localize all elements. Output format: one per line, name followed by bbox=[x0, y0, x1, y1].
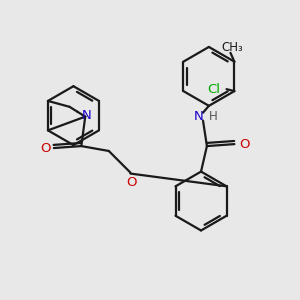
Text: Cl: Cl bbox=[208, 82, 220, 96]
Text: H: H bbox=[208, 110, 217, 123]
Text: N: N bbox=[194, 110, 204, 123]
Text: N: N bbox=[81, 109, 91, 122]
Text: O: O bbox=[239, 138, 250, 151]
Text: O: O bbox=[126, 176, 136, 189]
Text: O: O bbox=[40, 142, 50, 154]
Text: CH₃: CH₃ bbox=[222, 41, 243, 54]
